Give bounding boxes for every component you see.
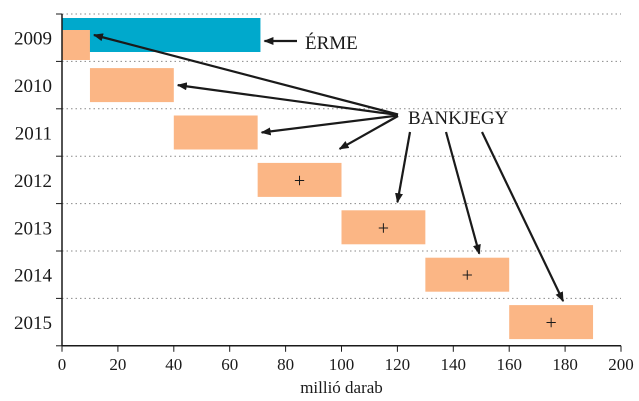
- x-tick-label-0: 0: [58, 355, 67, 374]
- annotation-arrow-bankjegy-2015: [481, 131, 565, 303]
- x-tick-label-20: 20: [109, 355, 126, 374]
- bars: [62, 18, 594, 340]
- bar-bankjegy-2011: [173, 115, 258, 150]
- x-tick-label-140: 140: [441, 355, 467, 374]
- bar-bankjegy-2012: [257, 162, 342, 197]
- bar-bankjegy-2010: [89, 68, 174, 103]
- annotation-label-erme: ÉRME: [305, 32, 358, 54]
- annotation-label-bankjegy: BANKJEGY: [408, 108, 509, 129]
- bar-mark-2012: +: [294, 170, 305, 192]
- x-tick-label-200: 200: [608, 355, 634, 374]
- bar-mark-2014: +: [462, 265, 473, 287]
- axes: [56, 13, 622, 352]
- y-tick-label-2010: 2010: [14, 76, 52, 97]
- annotation-arrow-bankjegy-2011: [260, 114, 399, 136]
- gridlines: [62, 13, 621, 299]
- x-tick-label-80: 80: [277, 355, 294, 374]
- bar-bankjegy-2013: [341, 210, 426, 245]
- x-tick-label-40: 40: [165, 355, 182, 374]
- annotation-arrow-bankjegy-2009: [92, 33, 399, 116]
- bar-bankjegy-2009: [62, 30, 90, 60]
- annotation-arrow-bankjegy-2012: [338, 115, 399, 150]
- x-tick-label-180: 180: [552, 355, 578, 374]
- x-tick-label-60: 60: [221, 355, 238, 374]
- annotation-arrows: [92, 33, 565, 303]
- bar-erme-2009: [62, 18, 261, 52]
- annotation-arrow-bankjegy-2014: [444, 131, 481, 255]
- annotations: ÉRME BANKJEGY: [305, 32, 509, 129]
- x-tick-label-100: 100: [329, 355, 355, 374]
- bar-bankjegy-2015: [509, 305, 594, 340]
- bar-mark-2013: +: [378, 217, 389, 239]
- y-tick-label-2009: 2009: [14, 29, 52, 50]
- y-tick-label-2011: 2011: [15, 124, 52, 145]
- annotation-arrow-bankjegy-2010: [176, 82, 399, 117]
- annotation-arrow-bankjegy-2013: [395, 131, 412, 204]
- bar-mark-2015: +: [545, 312, 556, 334]
- y-tick-label-2015: 2015: [14, 313, 52, 334]
- x-tick-label-120: 120: [385, 355, 411, 374]
- y-tick-label-2014: 2014: [14, 266, 53, 287]
- x-tick-label-160: 160: [496, 355, 522, 374]
- bar-bankjegy-2014: [425, 257, 510, 292]
- labels: + + + +2009 2010 2011 2012 2013 2014 2015 0 20 40 60 8…: [14, 29, 634, 397]
- y-tick-label-2012: 2012: [14, 171, 52, 192]
- x-axis-title: millió darab: [300, 378, 383, 397]
- y-tick-label-2013: 2013: [14, 218, 52, 239]
